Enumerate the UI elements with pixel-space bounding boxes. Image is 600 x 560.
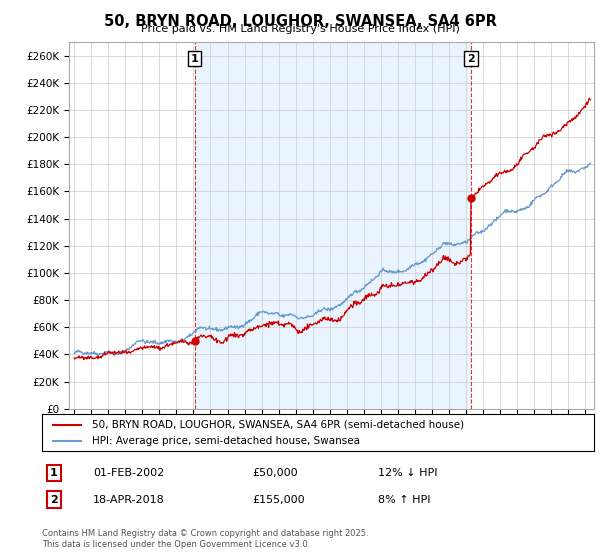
Text: 50, BRYN ROAD, LOUGHOR, SWANSEA, SA4 6PR (semi-detached house): 50, BRYN ROAD, LOUGHOR, SWANSEA, SA4 6PR… bbox=[92, 419, 464, 430]
Text: 8% ↑ HPI: 8% ↑ HPI bbox=[378, 494, 431, 505]
Text: 01-FEB-2002: 01-FEB-2002 bbox=[93, 468, 164, 478]
Bar bbox=[195, 42, 471, 409]
Text: £50,000: £50,000 bbox=[252, 468, 298, 478]
Text: 50, BRYN ROAD, LOUGHOR, SWANSEA, SA4 6PR: 50, BRYN ROAD, LOUGHOR, SWANSEA, SA4 6PR bbox=[104, 14, 496, 29]
Text: Contains HM Land Registry data © Crown copyright and database right 2025.
This d: Contains HM Land Registry data © Crown c… bbox=[42, 529, 368, 549]
Text: 12% ↓ HPI: 12% ↓ HPI bbox=[378, 468, 437, 478]
Text: £155,000: £155,000 bbox=[252, 494, 305, 505]
Text: Price paid vs. HM Land Registry's House Price Index (HPI): Price paid vs. HM Land Registry's House … bbox=[140, 24, 460, 34]
Text: 2: 2 bbox=[50, 494, 58, 505]
Text: 2: 2 bbox=[467, 54, 475, 63]
Text: 1: 1 bbox=[191, 54, 199, 63]
Text: HPI: Average price, semi-detached house, Swansea: HPI: Average price, semi-detached house,… bbox=[92, 436, 359, 446]
Text: 1: 1 bbox=[50, 468, 58, 478]
Text: 18-APR-2018: 18-APR-2018 bbox=[93, 494, 165, 505]
